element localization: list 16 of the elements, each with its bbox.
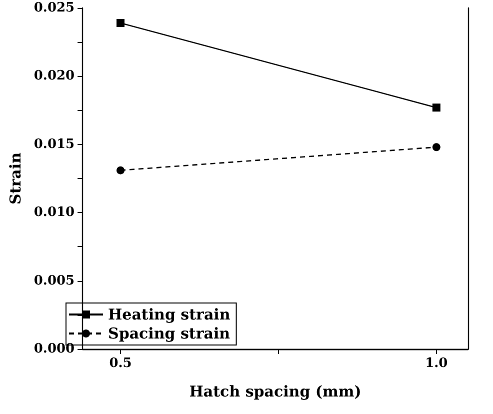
y-tick-label: 0.015 [34,136,75,152]
y-tick-label: 0.010 [34,205,75,220]
point [432,143,440,152]
y-tick-label: 0.020 [34,68,75,84]
legend-label: Spacing strain [108,324,230,342]
x-tick-label: 1.0 [425,356,448,371]
y-axis-title: Strain [6,152,24,204]
point [432,104,440,112]
legend-label: Heating strain [108,306,230,324]
point [116,19,125,28]
x-tick-label: 0.5 [109,356,132,371]
point [116,166,125,174]
x-axis-title: Hatch spacing (mm) [189,382,362,400]
y-tick-label: 0.025 [34,0,75,16]
y-tick-label: 0.000 [34,342,75,356]
y-tick-label: 0.005 [34,273,75,288]
